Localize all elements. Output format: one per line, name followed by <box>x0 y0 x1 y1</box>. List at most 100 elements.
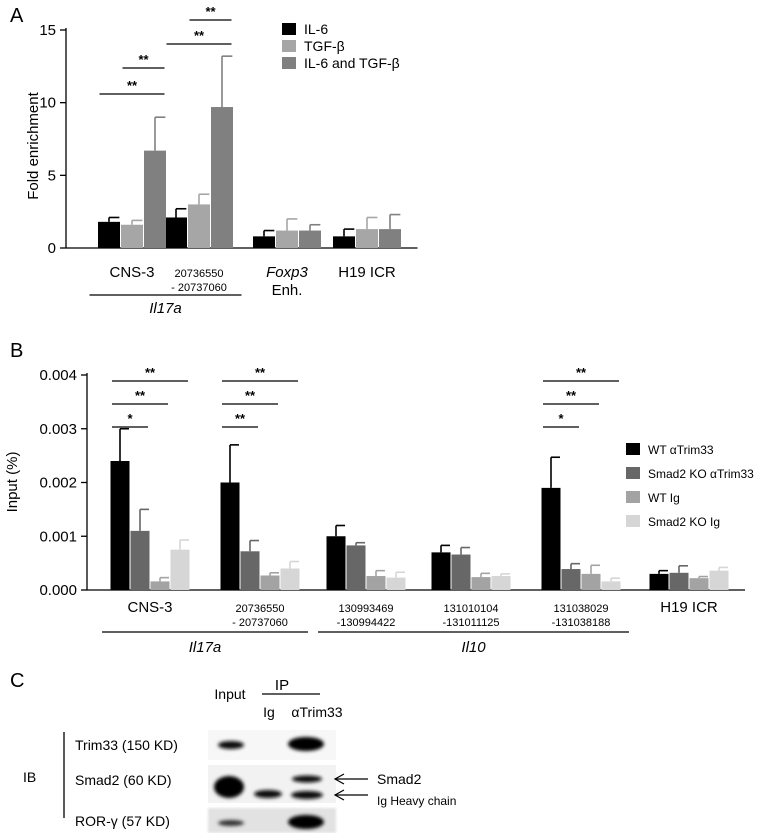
legend-swatch <box>626 443 640 455</box>
significance-label: ** <box>566 388 577 403</box>
legend-label: Smad2 KO αTrim33 <box>648 467 754 481</box>
bar <box>260 575 280 590</box>
bar <box>211 107 233 248</box>
group-label: Il17a <box>189 639 222 656</box>
x-tick-label-line: 130993469 <box>338 603 393 615</box>
band-heavy-chain-ip <box>291 791 323 799</box>
panel-b-bars <box>110 427 729 590</box>
bar <box>188 204 210 248</box>
bar <box>709 570 729 590</box>
y-tick-label: 0.004 <box>39 367 77 384</box>
panel-b-y-axis-label: Input (%) <box>4 452 21 513</box>
bar <box>121 224 143 248</box>
significance-label: ** <box>127 78 138 93</box>
panel-c-label: C <box>10 670 24 692</box>
bar <box>240 551 260 590</box>
bar <box>601 581 621 590</box>
band-trim33-input <box>218 741 244 749</box>
x-tick-label-line: -131038188 <box>552 617 611 629</box>
panel-a-group-labels: Il17a <box>89 294 242 317</box>
panel-b-group-labels: Il17a Il10 <box>102 631 629 656</box>
bar <box>253 236 275 248</box>
panel-b-legend: WT αTrim33 Smad2 KO αTrim33 WT Ig Smad2 KO … <box>626 443 754 529</box>
significance-label: ** <box>138 52 149 67</box>
bar <box>541 487 561 590</box>
lane-label-input: Input <box>214 686 245 702</box>
group-label: Il17a <box>149 300 182 317</box>
row-label-ror-gamma: ROR-γ (57 KD) <box>75 813 170 829</box>
x-tick-label-line: H19 ICR <box>660 599 718 616</box>
legend-swatch <box>626 467 640 479</box>
group-label: Il10 <box>461 639 486 656</box>
legend-swatch <box>282 57 296 69</box>
band-ror-gamma-input <box>218 820 244 826</box>
legend-swatch <box>626 491 640 503</box>
arrow-label-smad2: Smad2 <box>377 771 422 787</box>
panel-b-x-labels: CNS-3 20736550 - 20737060 130993469 -1309944… <box>127 599 717 629</box>
bar <box>366 576 386 590</box>
legend-swatch <box>282 40 296 52</box>
x-tick-label-line: -130994422 <box>337 617 396 629</box>
significance-label: * <box>558 411 564 426</box>
x-tick-label-line: CNS-3 <box>127 599 172 616</box>
band-heavy-chain-ig <box>254 790 282 798</box>
x-tick-label-line: Foxp3 <box>266 264 308 281</box>
significance-label: ** <box>245 388 256 403</box>
bar <box>356 229 378 248</box>
bar <box>144 150 166 248</box>
panel-a-x-labels: CNS-3 20736550 - 20737060 Foxp3 Enh. H19 ICR <box>109 264 395 299</box>
ib-label: IB <box>23 769 36 785</box>
x-tick-label: 131038029 -131038188 <box>552 603 611 629</box>
x-tick-label: CNS-3 <box>127 599 172 616</box>
legend-label: WT Ig <box>648 491 680 505</box>
x-tick-label-line: -131011125 <box>442 617 499 629</box>
x-tick-label-line: 131010104 <box>443 603 498 615</box>
x-tick-label-line: CNS-3 <box>109 264 154 281</box>
bar <box>451 554 471 590</box>
bar <box>170 549 190 590</box>
panel-a-significance: ******** <box>99 4 232 95</box>
band-trim33-ip <box>288 737 324 751</box>
x-tick-label-line: 20736550 <box>175 268 224 280</box>
bar <box>649 573 669 590</box>
x-tick-label: H19 ICR <box>660 599 718 616</box>
x-tick-label: Foxp3 Enh. <box>266 264 308 299</box>
x-tick-label: 20736550 - 20737060 <box>232 603 288 629</box>
x-tick-label-line: 131038029 <box>553 603 608 615</box>
panel-b-axes: 0.000 0.001 0.002 0.003 0.004 <box>39 367 745 599</box>
y-tick-label: 5 <box>48 167 56 184</box>
bar <box>491 576 511 590</box>
lane-label-ig: Ig <box>263 704 275 720</box>
bar <box>346 545 366 590</box>
bar <box>561 569 581 590</box>
bar <box>669 572 689 590</box>
legend-label: IL-6 and TGF-β <box>304 55 400 71</box>
bar <box>689 578 709 590</box>
row-label-trim33: Trim33 (150 KD) <box>75 737 178 753</box>
significance-label: ** <box>576 365 587 380</box>
x-tick-label: 131010104 -131011125 <box>442 603 499 629</box>
x-tick-label-line: - 20737060 <box>171 282 227 294</box>
bar <box>326 536 346 590</box>
significance-label: * <box>127 411 133 426</box>
bar <box>581 573 601 590</box>
x-tick-label-line: Enh. <box>272 282 303 299</box>
band-smad2-input <box>214 776 244 798</box>
panel-a-y-axis-label: Fold enrichment <box>25 91 42 199</box>
bar <box>130 530 150 590</box>
row-label-smad2: Smad2 (60 KD) <box>75 772 171 788</box>
significance-label: ** <box>135 388 146 403</box>
y-tick-label: 0.003 <box>39 421 77 438</box>
arrow-label-heavy-chain: Ig Heavy chain <box>377 794 456 808</box>
significance-label: ** <box>194 28 205 43</box>
bar <box>98 221 120 248</box>
bar <box>386 577 406 590</box>
x-tick-label: CNS-3 <box>109 264 154 281</box>
bar <box>220 482 240 590</box>
panel-a-label: A <box>10 5 24 27</box>
y-tick-label: 0.000 <box>39 582 77 599</box>
bar <box>150 581 170 590</box>
x-tick-label: H19 ICR <box>338 264 396 281</box>
